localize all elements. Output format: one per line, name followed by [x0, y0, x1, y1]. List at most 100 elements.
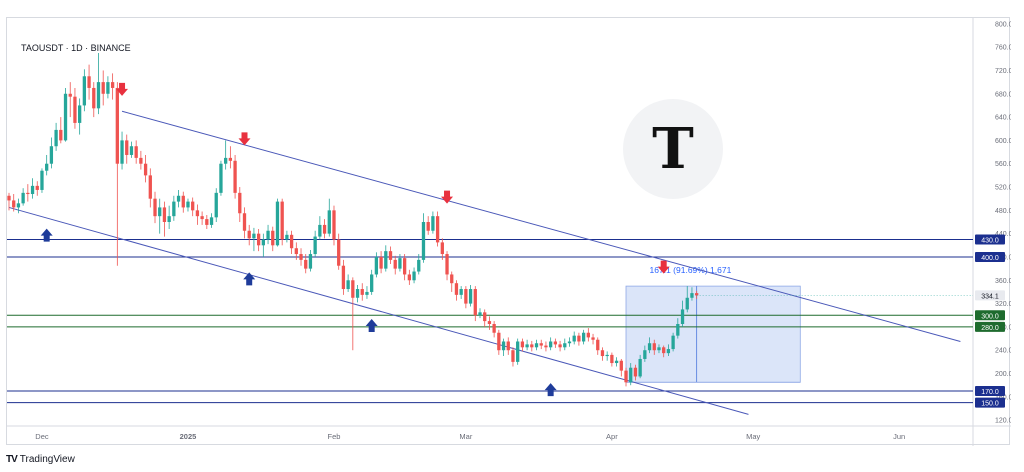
tao-logo-glyph: T — [652, 116, 694, 182]
level-tag-label: 430.0 — [981, 237, 999, 244]
candle-body — [21, 192, 25, 204]
y-tick-label: 360.0 — [995, 278, 1011, 285]
candle-body — [186, 201, 190, 208]
candle-body — [271, 230, 275, 246]
candle-body — [195, 210, 200, 217]
candle-body — [577, 335, 581, 342]
candle-body — [341, 265, 346, 290]
candle-body — [454, 283, 459, 295]
y-tick-label: 600.0 — [995, 138, 1011, 145]
candle-body — [78, 105, 82, 123]
candle-body — [129, 146, 134, 155]
candle-body — [492, 324, 496, 333]
candle-body — [516, 341, 520, 362]
candle-body — [176, 195, 181, 202]
candle-body — [261, 239, 265, 246]
candle-body — [685, 297, 689, 310]
candle-body — [115, 87, 119, 164]
candle-body — [544, 345, 548, 348]
candle-body — [657, 347, 661, 351]
level-tag-label: 300.0 — [981, 313, 999, 320]
measure-box — [625, 285, 801, 383]
channel-upper-line — [121, 110, 961, 342]
candle-body — [501, 341, 506, 351]
candle-body — [445, 254, 449, 275]
level-tag-label: 400.0 — [981, 255, 999, 262]
candle-body — [181, 195, 185, 208]
candle-body — [506, 341, 510, 351]
candle-body — [695, 293, 699, 296]
level-tag — [975, 321, 1005, 332]
candle-body — [327, 210, 331, 234]
level-tag-label: 280.0 — [981, 325, 999, 332]
candle-body — [252, 233, 256, 239]
last-price-tag — [975, 290, 1005, 301]
y-tick-label: 800.0 — [995, 21, 1011, 28]
candle-body — [158, 207, 162, 217]
candle-body — [191, 201, 195, 211]
candle-body — [92, 87, 96, 109]
candle-body — [596, 339, 600, 351]
down-arrow-icon — [657, 260, 670, 274]
candle-body — [468, 289, 473, 304]
last-price-label: 334.1 — [981, 293, 999, 300]
level-tag — [975, 251, 1005, 262]
level-tag — [975, 386, 1005, 397]
candle-body — [459, 289, 463, 295]
candle-body — [586, 332, 590, 338]
candle-body — [539, 343, 543, 346]
candle-body — [16, 203, 21, 208]
candle-body — [614, 360, 619, 364]
candle-body — [143, 163, 148, 176]
candle-body — [421, 222, 426, 260]
candle-body — [49, 146, 54, 164]
candle-body — [567, 341, 572, 344]
candle-body — [563, 343, 567, 348]
candle-body — [228, 157, 233, 161]
candle-body — [209, 217, 214, 225]
y-tick-label: 480.0 — [995, 208, 1011, 215]
tradingview-footer[interactable]: TV TradingView — [6, 454, 75, 465]
candle-body — [54, 129, 58, 147]
candle-body — [676, 324, 680, 336]
candle-body — [638, 358, 642, 377]
candle-body — [318, 224, 322, 237]
candle-body — [666, 349, 671, 354]
y-tick-label: 560.0 — [995, 161, 1011, 168]
candle-body — [365, 291, 369, 295]
candle-body — [525, 344, 529, 348]
candle-body — [12, 200, 16, 208]
candle-body — [7, 195, 11, 201]
down-arrow-icon-shape — [657, 260, 670, 274]
chart-frame: 120.0160.0200.0240.0280.0320.0360.0400.0… — [6, 17, 1011, 446]
up-arrow-icon — [544, 383, 557, 397]
candle-body — [633, 367, 638, 377]
candle-body — [511, 350, 515, 362]
y-tick-label: 200.0 — [995, 371, 1011, 378]
y-tick-label: 760.0 — [995, 45, 1011, 52]
candle-body — [520, 341, 525, 348]
candle-body — [87, 76, 91, 88]
candle-body — [530, 344, 534, 348]
candle-body — [431, 216, 435, 231]
down-arrow-icon — [116, 82, 129, 96]
up-arrow-icon — [243, 272, 256, 286]
candle-body — [153, 198, 157, 217]
candle-body — [285, 234, 289, 240]
candle-body — [553, 341, 558, 345]
candle-body — [162, 207, 167, 222]
candle-body — [266, 230, 270, 240]
candle-body — [337, 239, 341, 266]
candle-body — [629, 367, 633, 383]
down-arrow-icon-shape — [116, 82, 129, 96]
candle-body — [224, 157, 228, 164]
candle-body — [487, 321, 492, 324]
candle-body — [370, 274, 374, 292]
candle-body — [205, 219, 209, 225]
level-tag-label: 150.0 — [981, 401, 999, 408]
y-tick-label: 120.0 — [995, 418, 1011, 425]
candle-body — [73, 96, 77, 123]
x-tick-label: 2025 — [180, 432, 197, 441]
candle-body — [167, 216, 171, 222]
candle-body — [572, 335, 576, 342]
